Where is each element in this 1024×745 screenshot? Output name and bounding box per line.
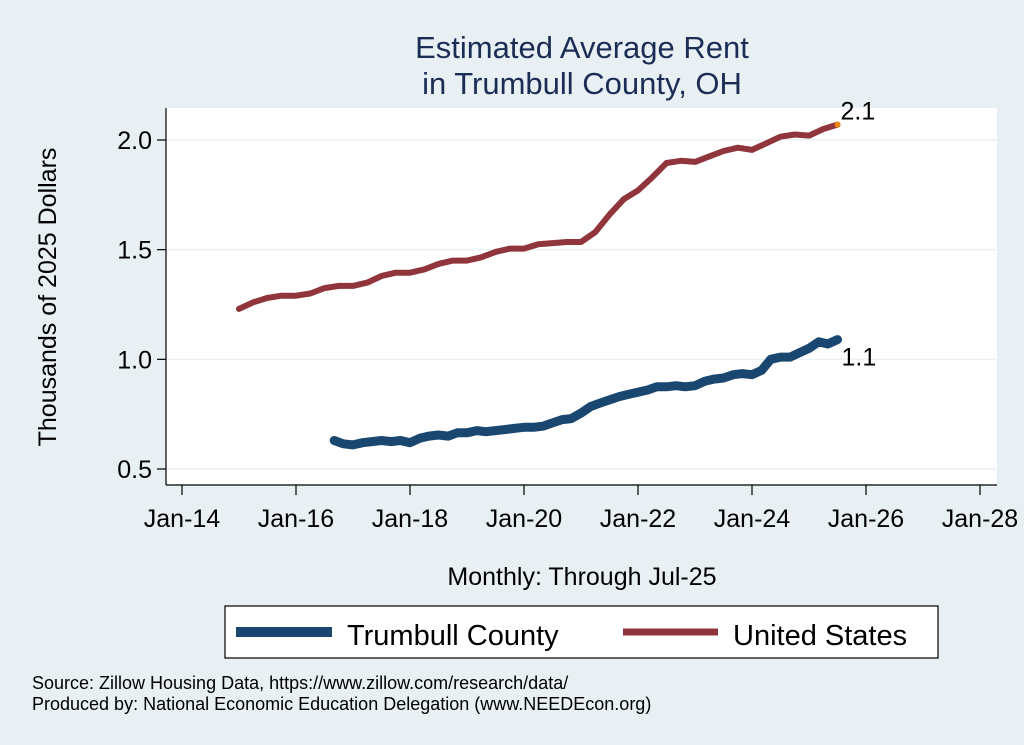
- end-label-trumbull-county: 1.1: [842, 344, 877, 372]
- y-tick-label: 1.5: [117, 237, 152, 265]
- produced-by-note: Produced by: National Economic Education…: [32, 694, 651, 714]
- series-layer: [236, 121, 842, 450]
- end-labels: 1.1 2.1: [841, 98, 877, 372]
- source-note: Source: Zillow Housing Data, https://www…: [32, 673, 568, 693]
- x-tick-label: Jan-20: [486, 505, 562, 533]
- x-tick-label: Jan-24: [714, 505, 791, 533]
- end-marker-united-states: [834, 121, 841, 128]
- legend-label-united-states: United States: [733, 620, 907, 652]
- chart-title-line-1: Estimated Average Rent: [415, 30, 749, 65]
- x-tick-label: Jan-22: [600, 505, 676, 533]
- legend-label-trumbull: Trumbull County: [347, 620, 559, 652]
- x-tick-label: Jan-28: [942, 505, 1018, 533]
- y-axis: 0.5 1.0 1.5 2.0: [117, 108, 167, 485]
- legend-box: [224, 605, 939, 659]
- x-tick-label: Jan-18: [372, 505, 448, 533]
- x-tick-label: Jan-16: [258, 505, 334, 533]
- x-axis-title: Monthly: Through Jul-25: [447, 563, 716, 591]
- x-tick-label: Jan-14: [144, 505, 221, 533]
- end-label-united-states: 2.1: [841, 98, 876, 126]
- y-axis-title: Thousands of 2025 Dollars: [34, 148, 62, 447]
- x-axis: Jan-14 Jan-16 Jan-18 Jan-20 Jan-22 Jan-24 Jan-…: [144, 484, 1018, 533]
- chart-title-line-2: in Trumbull County, OH: [422, 66, 742, 101]
- legend: Trumbull County United States: [224, 605, 939, 659]
- y-tick-label: 0.5: [117, 456, 152, 484]
- x-tick-label: Jan-26: [828, 505, 904, 533]
- y-tick-label: 2.0: [117, 127, 152, 155]
- y-tick-label: 1.0: [117, 346, 152, 374]
- series-line-trumbull-county: [329, 335, 842, 450]
- series-line-united-states: [236, 121, 841, 312]
- gridlines: [167, 139, 997, 470]
